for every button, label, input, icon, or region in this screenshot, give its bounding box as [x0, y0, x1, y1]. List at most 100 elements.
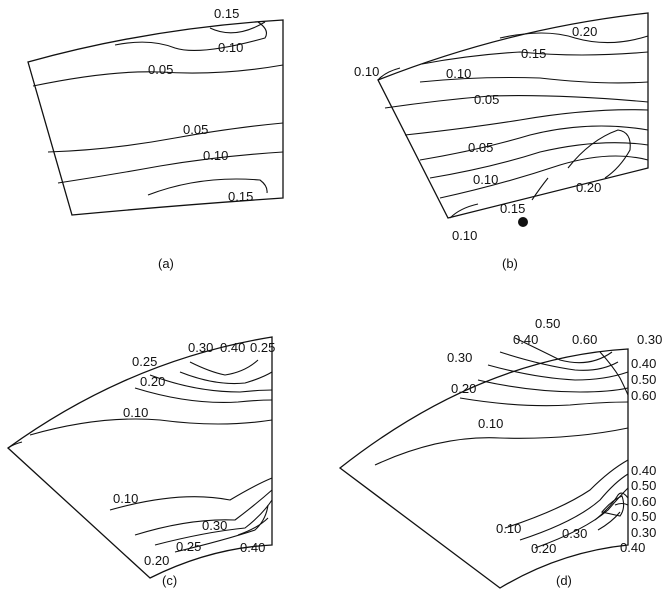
contour-label: 0.10	[354, 64, 379, 79]
panel-d-contour	[514, 337, 613, 364]
contour-label: 0.10	[452, 228, 477, 243]
probe-marker	[518, 217, 528, 227]
contour-label: 0.10	[473, 172, 498, 187]
contour-label: 0.05	[474, 92, 499, 107]
panel-c-contour	[149, 374, 273, 393]
panel-d-contour	[519, 473, 629, 541]
panel-a-contour	[114, 21, 267, 52]
contour-label: 0.20	[572, 24, 597, 39]
contour-label: 0.30	[637, 332, 662, 347]
contour-label: 0.50	[535, 316, 560, 331]
panel-c-contour	[134, 489, 273, 536]
contour-label: 0.10	[478, 416, 503, 431]
contour-label: 0.15	[521, 46, 546, 61]
contour-label: 0.15	[214, 6, 239, 21]
panel-caption: (d)	[556, 573, 572, 588]
panel-c-contour	[237, 517, 269, 536]
contour-label: 0.30	[562, 526, 587, 541]
panel-b-contour	[384, 95, 649, 109]
panel-d-contour	[477, 379, 629, 393]
panel-d-contour	[594, 492, 629, 521]
contour-label: 0.20	[451, 381, 476, 396]
panel-b-contour	[567, 129, 631, 179]
panel-d-contour	[499, 351, 619, 371]
panel-c-contour	[174, 504, 269, 553]
contour-label: 0.25	[132, 354, 157, 369]
contour-label: 0.60	[631, 494, 656, 509]
contour-label: 0.20	[576, 180, 601, 195]
panel-d-contour	[614, 502, 629, 506]
panel-d-outline	[338, 348, 629, 589]
panel-b-contour	[531, 177, 549, 201]
contour-label: 0.30	[202, 518, 227, 533]
panel-d-contour	[504, 459, 629, 529]
contour-label: 0.20	[140, 374, 165, 389]
panel-a-outline	[27, 19, 284, 216]
contour-label: 0.10	[203, 148, 228, 163]
panel-d-contour	[534, 487, 629, 549]
panel-b: 0.20 0.15 0.10 0.10 0.05 0.05 0.10 0.20 …	[354, 12, 649, 271]
panel-a: 0.15 0.10 0.05 0.05 0.10 0.15 (a)	[27, 6, 284, 271]
panel-a-contour	[57, 151, 284, 184]
contour-label: 0.30	[188, 340, 213, 355]
panel-c-outline	[6, 336, 273, 579]
contour-label: 0.40	[631, 356, 656, 371]
contour-label: 0.05	[148, 62, 173, 77]
contour-label: 0.10	[113, 491, 138, 506]
contour-label: 0.30	[631, 525, 656, 540]
contour-label: 0.50	[631, 478, 656, 493]
contour-label: 0.05	[468, 140, 493, 155]
panel-d: 0.50 0.40 0.60 0.30 0.30 0.40 0.50 0.60 …	[338, 316, 662, 589]
contour-label: 0.20	[531, 541, 556, 556]
contour-label: 0.25	[176, 539, 201, 554]
panel-a-contour	[209, 21, 266, 34]
panel-b-contour	[404, 109, 649, 136]
panel-caption: (c)	[162, 573, 177, 588]
contour-label: 0.60	[572, 332, 597, 347]
panel-b-contour	[419, 125, 649, 161]
panel-c: 0.30 0.40 0.25 0.25 0.20 0.10 0.10 0.30 …	[6, 336, 275, 588]
contour-label: 0.40	[631, 463, 656, 478]
panel-d-contour	[459, 397, 629, 407]
panel-c-contour	[154, 499, 273, 546]
contour-label: 0.15	[500, 201, 525, 216]
contour-label: 0.25	[250, 340, 275, 355]
contour-label: 0.40	[220, 340, 245, 355]
panel-a-contour	[147, 178, 268, 196]
panel-c-contour	[189, 359, 259, 376]
panel-b-contour	[421, 51, 649, 65]
panel-d-contour	[599, 351, 629, 396]
panel-d-contour	[597, 511, 621, 531]
panel-a-contour	[47, 122, 284, 153]
panel-b-contour	[377, 67, 401, 81]
panel-d-contour	[374, 427, 629, 466]
panel-d-contour	[487, 364, 629, 381]
contour-label: 0.40	[240, 540, 265, 555]
contour-label: 0.30	[447, 350, 472, 365]
contour-label: 0.50	[631, 509, 656, 524]
contour-label: 0.15	[228, 189, 253, 204]
panel-d-contour	[600, 495, 625, 517]
panel-b-contour	[429, 142, 649, 179]
contour-label: 0.20	[144, 553, 169, 568]
panel-b-outline	[377, 12, 649, 219]
contour-label: 0.50	[631, 372, 656, 387]
contour-label: 0.05	[183, 122, 208, 137]
contour-label: 0.10	[496, 521, 521, 536]
contour-label: 0.10	[123, 405, 148, 420]
contour-label: 0.60	[631, 388, 656, 403]
panel-caption: (b)	[502, 256, 518, 271]
contour-label: 0.10	[446, 66, 471, 81]
panel-c-contour	[134, 387, 273, 403]
contour-label: 0.40	[620, 540, 645, 555]
panel-c-contour	[7, 441, 23, 449]
panel-a-contour	[32, 64, 284, 87]
contour-label: 0.10	[218, 40, 243, 55]
panel-b-contour	[499, 32, 649, 44]
panel-b-contour	[449, 203, 479, 219]
panel-c-contour	[109, 477, 273, 511]
panel-c-contour	[29, 418, 273, 436]
panel-b-contour	[439, 155, 649, 199]
contour-label: 0.40	[513, 332, 538, 347]
